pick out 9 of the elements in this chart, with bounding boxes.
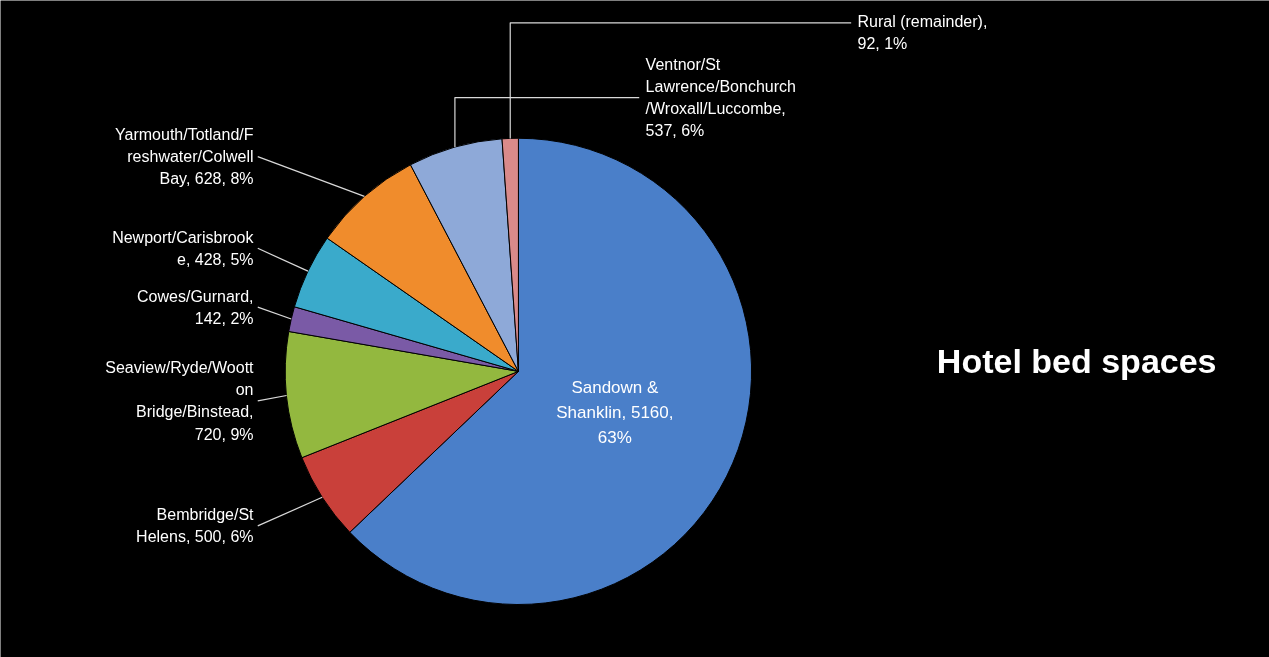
slice-label: Rural (remainder), 92, 1%: [857, 13, 988, 53]
slice-label: Cowes/Gurnard, 142, 2%: [137, 287, 254, 327]
slice-label: Ventnor/St Lawrence/Bonchurch/Wroxall/Luccombe, 537, 6%: [645, 55, 796, 140]
text: Hotel bed spaces: [936, 341, 1217, 380]
slice-label: Newport/Carisbrooke, 428, 5%: [112, 228, 255, 268]
slice-label: Seaview/Ryde/Wootton Bridge/Binstead, 720, 9%: [105, 359, 255, 443]
slice-label: Yarmouth/Totland/Freshwater/Colwell Bay, 628, 8%: [115, 126, 254, 188]
slice-label: Bembridge/St Helens, 500, 6%: [136, 506, 255, 546]
slice-label: Sandown & Shanklin, 5160, 63%: [556, 378, 674, 447]
